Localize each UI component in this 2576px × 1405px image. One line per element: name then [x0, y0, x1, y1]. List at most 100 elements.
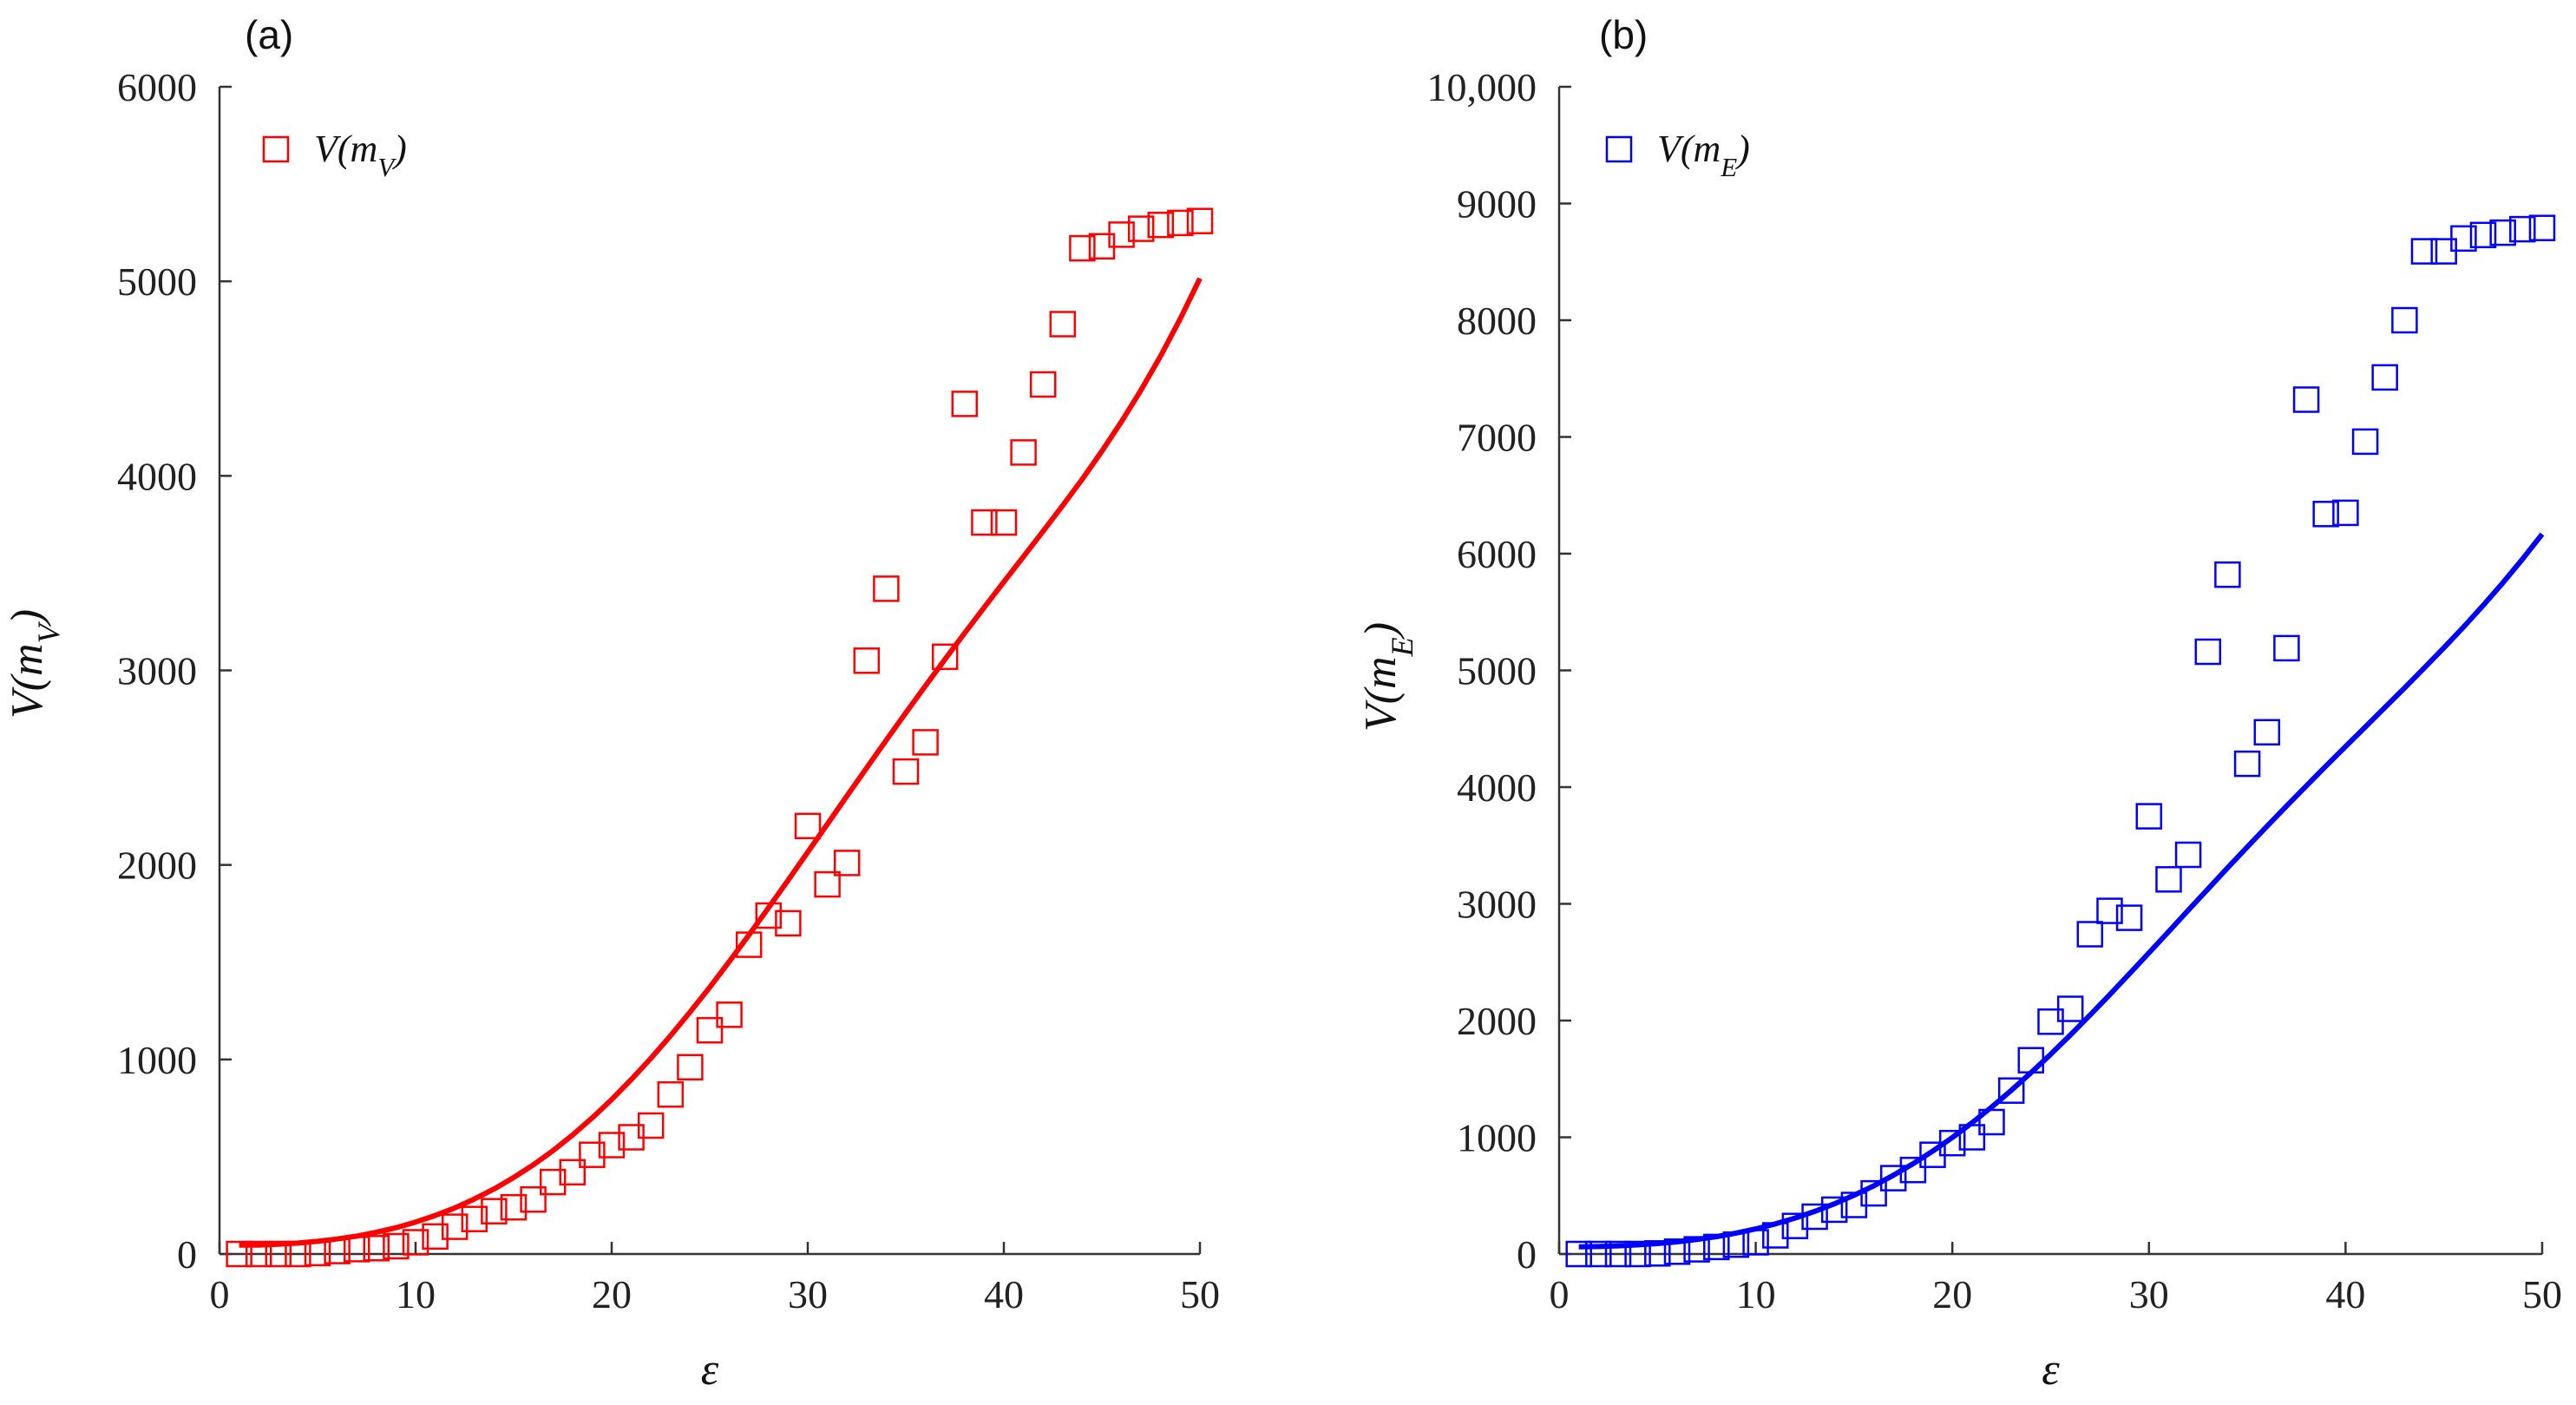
y-axis-title-a: V(mV): [3, 609, 66, 719]
data-point-b: [1703, 1233, 1730, 1261]
x-tick-label: 30: [788, 1272, 828, 1316]
y-tick-label: 4000: [1457, 765, 1537, 810]
data-point-b: [2528, 214, 2556, 241]
data-point-a: [912, 729, 939, 756]
data-point-a: [598, 1132, 626, 1159]
data-point-a: [637, 1112, 665, 1139]
data-point-a: [343, 1236, 370, 1263]
data-point-a: [226, 1240, 252, 1268]
x-axis-title-a: ε: [701, 1345, 719, 1395]
data-point-a: [363, 1235, 390, 1262]
data-point-a: [931, 643, 959, 671]
y-tick-label: 5000: [117, 259, 197, 304]
y-tick-label: 3000: [117, 649, 197, 693]
legend-label-a: V(mV): [314, 128, 407, 182]
panel-label-a: (a): [245, 12, 293, 57]
y-tick-label: 6000: [1457, 532, 1537, 576]
chart-panel-a: (a) 0 1000 2000 3000 4000 5000 6000 0 10 20 30 40 50…: [3, 12, 1220, 1395]
data-point-b: [1860, 1179, 1887, 1207]
x-tick-label: 10: [1736, 1272, 1776, 1316]
data-point-b: [2312, 501, 2339, 528]
data-point-a: [1049, 311, 1077, 338]
x-tick-label: 50: [2522, 1272, 2562, 1316]
data-point-b: [1801, 1203, 1828, 1231]
data-point-b: [2292, 386, 2320, 413]
data-point-a: [1010, 439, 1037, 466]
data-point-a: [481, 1198, 508, 1224]
data-point-b: [2174, 841, 2202, 869]
y-tick-label: 2000: [117, 844, 197, 888]
data-point-b: [2332, 499, 2359, 527]
data-point-a: [285, 1240, 311, 1268]
data-point-b: [1781, 1212, 1809, 1239]
data-point-a: [461, 1205, 488, 1232]
data-point-a: [735, 931, 763, 958]
data-point-b: [1604, 1240, 1632, 1268]
data-point-b: [2391, 306, 2418, 334]
legend-b: V(mE): [1605, 128, 1750, 182]
data-point-b: [1663, 1238, 1691, 1265]
data-point-b: [2076, 921, 2104, 948]
data-point-a: [304, 1239, 331, 1267]
data-point-a: [520, 1185, 547, 1213]
x-tick-label: 10: [396, 1272, 436, 1316]
y-tick-label: 3000: [1457, 883, 1537, 927]
data-point-a: [1186, 207, 1214, 234]
x-tick-label: 30: [2129, 1272, 2169, 1316]
data-point-b: [1899, 1156, 1927, 1184]
y-tick-label: 8000: [1457, 299, 1537, 343]
data-points-a: [226, 207, 1214, 1268]
y-tick-label: 5000: [1457, 649, 1537, 693]
data-point-b: [1879, 1165, 1907, 1192]
data-point-b: [2371, 364, 2398, 391]
data-point-b: [1722, 1231, 1750, 1258]
data-point-a: [853, 647, 881, 674]
fit-curve-a: [239, 277, 1203, 1248]
data-point-a: [971, 509, 998, 536]
data-point-b: [2214, 561, 2241, 588]
y-tick-label: 1000: [117, 1038, 197, 1082]
data-point-b: [2489, 219, 2516, 246]
data-point-a: [383, 1232, 410, 1260]
data-point-a: [265, 1240, 292, 1268]
y-tick-label: 0: [177, 1232, 197, 1277]
data-point-a: [500, 1193, 528, 1221]
data-point-b: [1585, 1240, 1612, 1268]
data-point-a: [755, 902, 783, 929]
data-point-b: [2056, 995, 2084, 1022]
legend-label-b: V(mE): [1657, 128, 1750, 182]
data-point-a: [657, 1080, 685, 1108]
data-point-a: [441, 1213, 469, 1240]
data-point-a: [422, 1223, 449, 1251]
data-point-a: [696, 1016, 724, 1044]
y-tick-label: 10,000: [1427, 65, 1537, 109]
data-point-a: [873, 575, 900, 602]
data-point-b: [2017, 1047, 2045, 1073]
data-point-a: [990, 509, 1018, 536]
y-tick-label: 4000: [117, 454, 197, 498]
y-tick-label: 1000: [1457, 1116, 1537, 1160]
data-point-a: [324, 1238, 351, 1264]
data-point-b: [2351, 428, 2379, 456]
x-axis-title-b: ε: [2042, 1345, 2060, 1395]
data-point-b: [2194, 638, 2222, 666]
fit-curve-group-a: [239, 277, 1203, 1248]
legend-a: V(mV): [262, 128, 407, 182]
data-point-a: [1029, 371, 1057, 398]
data-point-b: [2469, 221, 2497, 249]
y-axis-title-b: V(mE): [1356, 622, 1419, 732]
y-tick-label: 6000: [117, 65, 197, 109]
data-point-a: [579, 1141, 606, 1168]
data-point-b: [2273, 634, 2300, 662]
data-point-b: [2410, 238, 2438, 265]
x-tick-label: 40: [984, 1272, 1024, 1316]
data-points-b: [1565, 214, 2556, 1268]
data-point-a: [1167, 209, 1194, 237]
data-point-a: [402, 1229, 429, 1256]
data-point-a: [814, 870, 841, 898]
data-point-b: [1978, 1108, 2005, 1136]
data-point-b: [1624, 1240, 1651, 1268]
data-point-b: [1683, 1236, 1710, 1263]
data-point-a: [716, 1001, 743, 1028]
